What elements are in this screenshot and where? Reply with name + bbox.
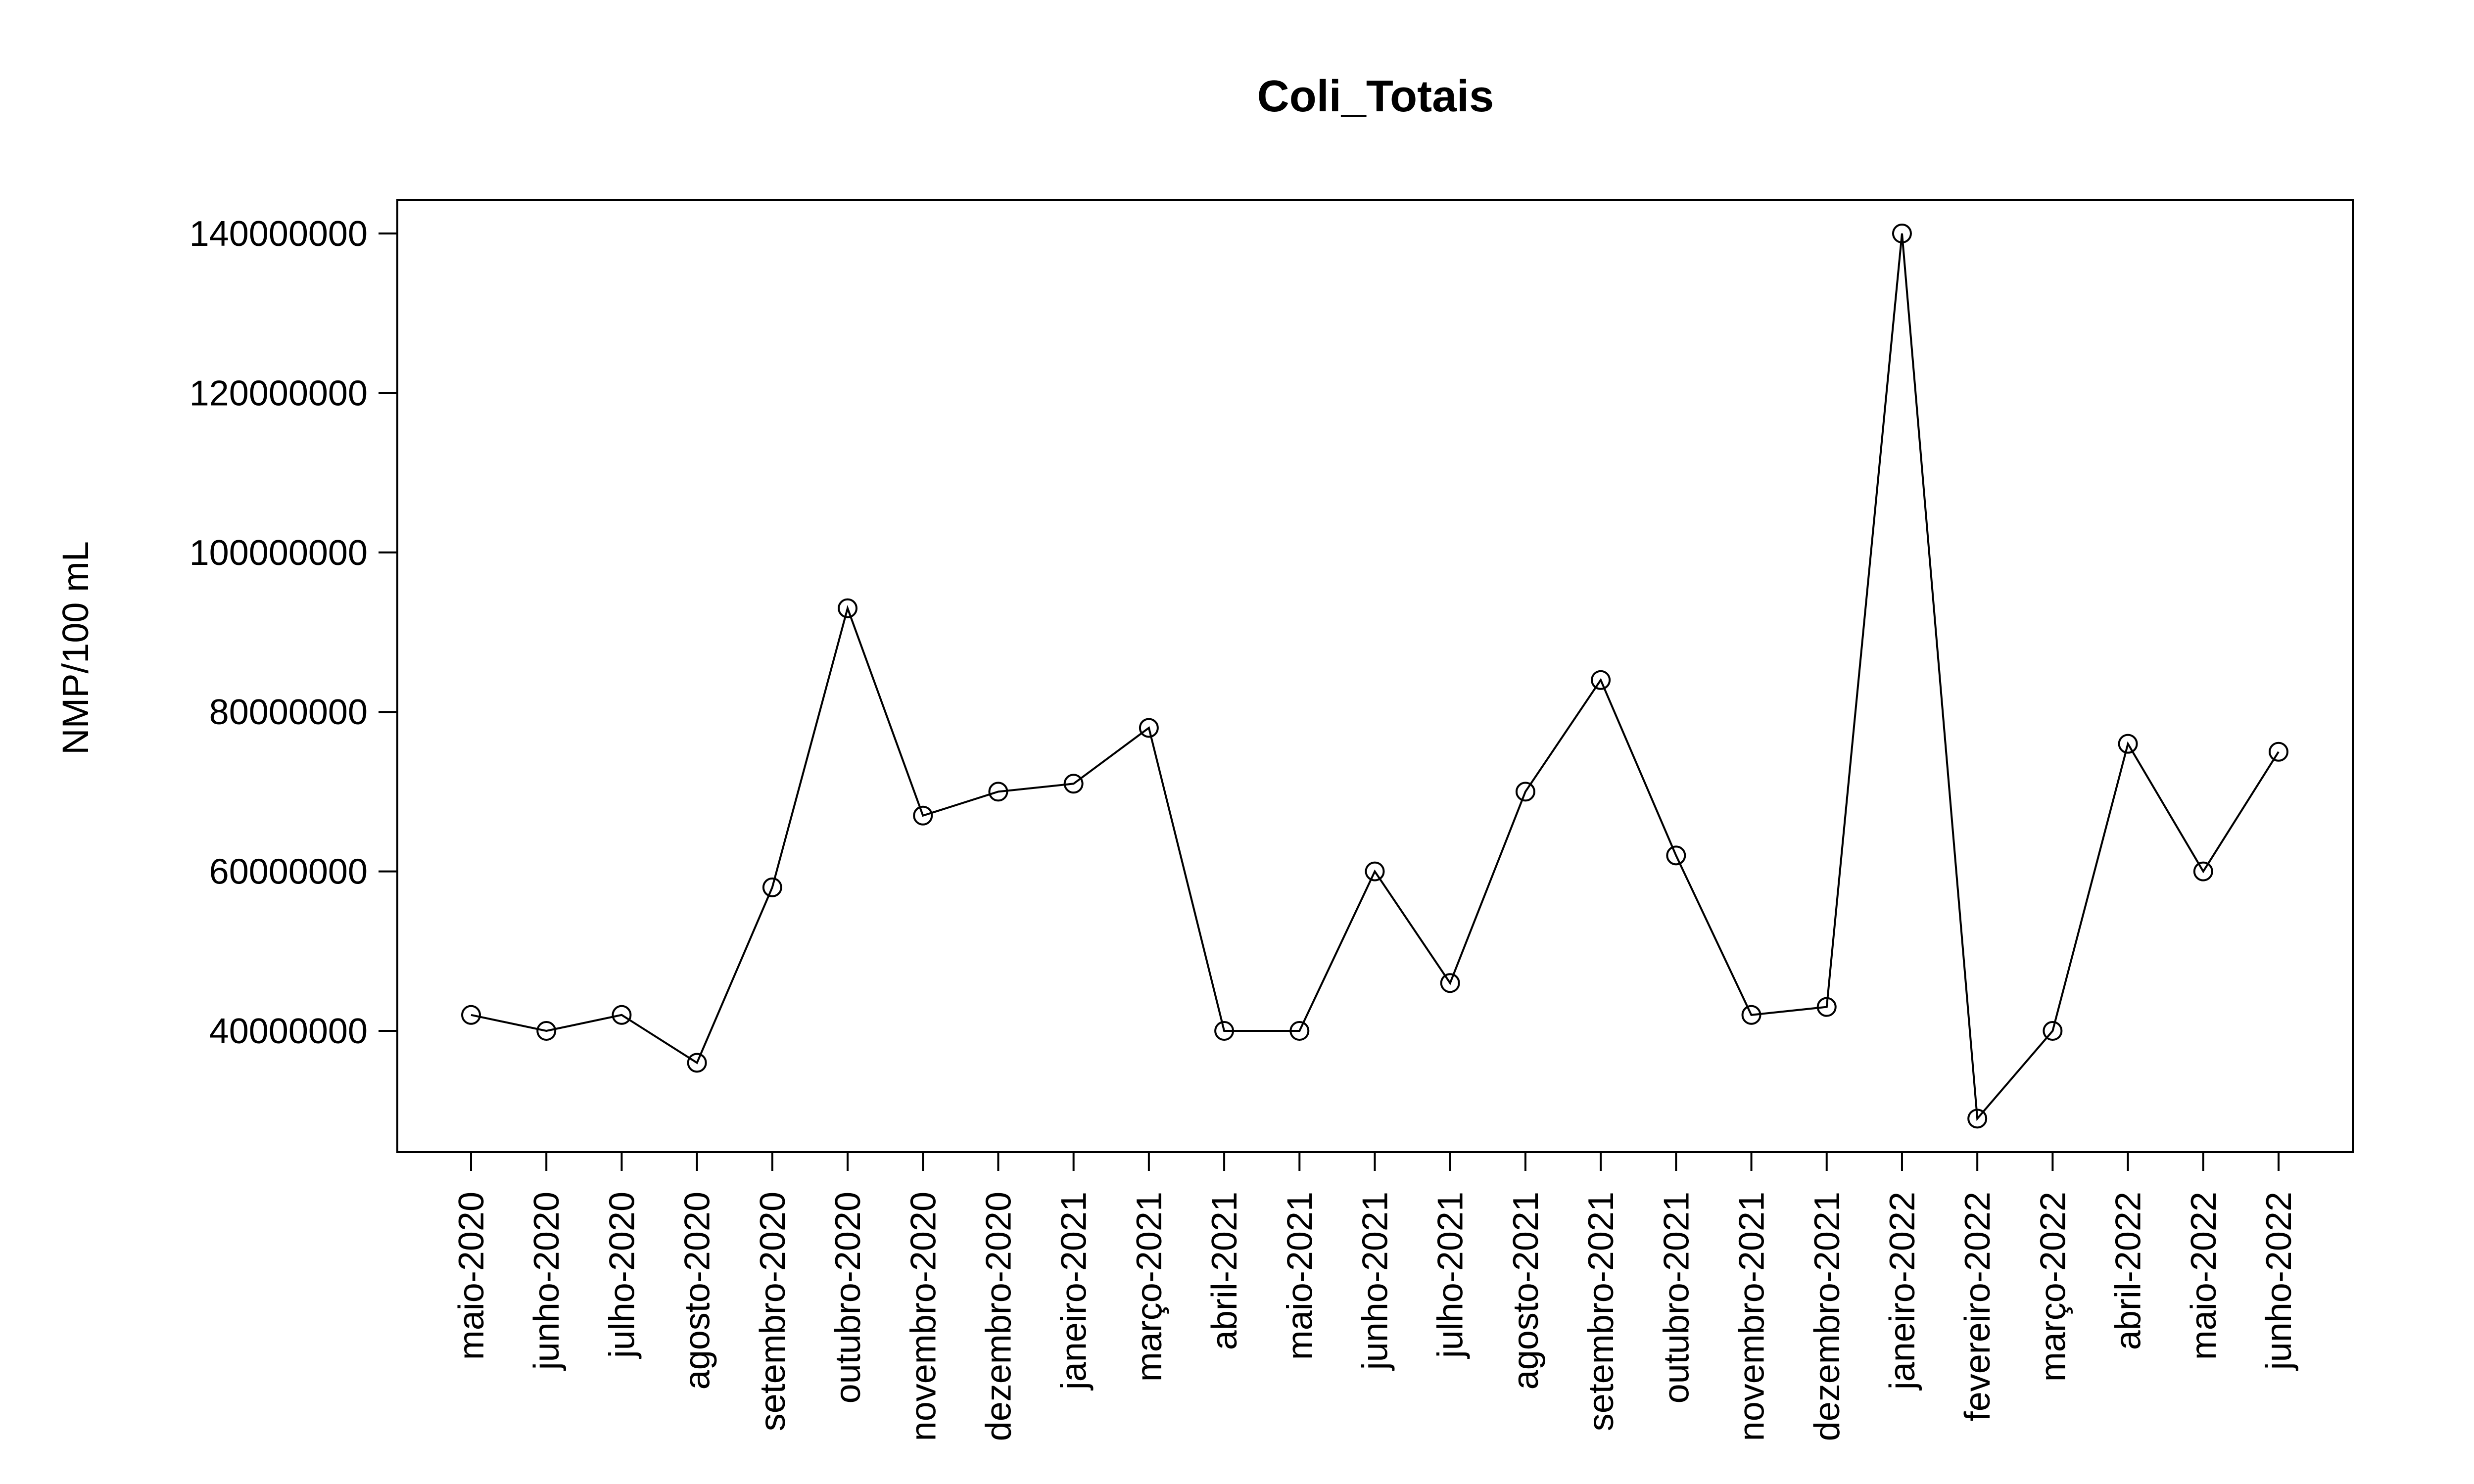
x-tick-label: fevereiro-2022 <box>1958 1192 1998 1421</box>
data-point <box>1816 997 1837 1017</box>
data-point <box>1515 782 1535 802</box>
x-tick-label: julho-2020 <box>602 1192 642 1359</box>
data-point <box>1365 861 1385 881</box>
data-point <box>2193 861 2213 881</box>
x-tick-label: janeiro-2022 <box>1883 1192 1922 1391</box>
data-point <box>1666 845 1686 866</box>
chart-title: Coli_Totais <box>1257 72 1494 121</box>
x-tick-label: junho-2020 <box>527 1192 567 1371</box>
data-point <box>1591 670 1611 690</box>
data-point <box>1063 774 1084 794</box>
data-point <box>988 782 1008 802</box>
x-tick-label: março-2022 <box>2033 1192 2073 1382</box>
data-point <box>913 805 933 826</box>
y-axis-label: NMP/100 mL <box>55 541 96 755</box>
x-tick-label: novembro-2021 <box>1732 1192 1772 1441</box>
x-tick-label: maio-2020 <box>452 1192 491 1360</box>
x-tick-label: dezembro-2020 <box>979 1192 1018 1441</box>
x-tick-label: setembro-2020 <box>753 1192 793 1431</box>
data-point <box>1289 1021 1310 1041</box>
x-tick-label: julho-2021 <box>1431 1192 1471 1359</box>
x-tick-label: janeiro-2021 <box>1054 1192 1094 1391</box>
y-tick-label: 40000000 <box>209 1012 368 1051</box>
data-point <box>1440 973 1460 993</box>
data-point <box>461 1005 481 1025</box>
data-point <box>1741 1005 1761 1025</box>
x-tick-label: dezembro-2021 <box>1808 1192 1847 1441</box>
x-tick-label: agosto-2021 <box>1506 1192 1546 1390</box>
data-point <box>612 1005 632 1025</box>
x-tick-label: outubro-2021 <box>1657 1192 1696 1403</box>
x-tick-label: agosto-2020 <box>678 1192 717 1390</box>
x-axis: maio-2020 junho-2020 julho-2020 agosto-2020… <box>452 1151 2299 1441</box>
data-point <box>536 1021 557 1041</box>
series-line <box>471 233 2280 1121</box>
y-tick-label: 120000000 <box>190 373 368 413</box>
data-points <box>461 224 2288 1129</box>
data-point <box>1214 1021 1235 1041</box>
data-point <box>2043 1021 2063 1041</box>
data-point <box>1892 224 1912 243</box>
data-point <box>838 598 858 618</box>
x-tick-label: setembro-2021 <box>1581 1192 1621 1431</box>
y-tick-label: 140000000 <box>190 214 368 254</box>
x-tick-label: maio-2022 <box>2184 1192 2224 1360</box>
x-tick-label: outubro-2020 <box>828 1192 868 1403</box>
data-point <box>1139 718 1159 738</box>
y-tick-label: 100000000 <box>190 533 368 573</box>
data-point <box>687 1053 707 1073</box>
x-tick-label: abril-2022 <box>2109 1192 2148 1350</box>
y-tick-label: 60000000 <box>209 852 368 892</box>
data-point <box>1967 1109 1988 1129</box>
data-point <box>2269 742 2288 762</box>
plot-frame <box>396 199 2354 1153</box>
y-tick-label: 80000000 <box>209 693 368 732</box>
x-tick-label: março-2021 <box>1130 1192 1169 1382</box>
data-point <box>2118 734 2138 754</box>
x-tick-label: abril-2021 <box>1205 1192 1244 1350</box>
x-tick-label: junho-2021 <box>1356 1192 1395 1371</box>
x-tick-label: junho-2022 <box>2259 1192 2299 1371</box>
x-tick-label: maio-2021 <box>1280 1192 1320 1360</box>
data-point <box>762 877 782 897</box>
x-tick-label: novembro-2020 <box>904 1192 943 1441</box>
y-axis: 40000000 60000000 80000000 100000000 1200000… <box>190 214 398 1051</box>
